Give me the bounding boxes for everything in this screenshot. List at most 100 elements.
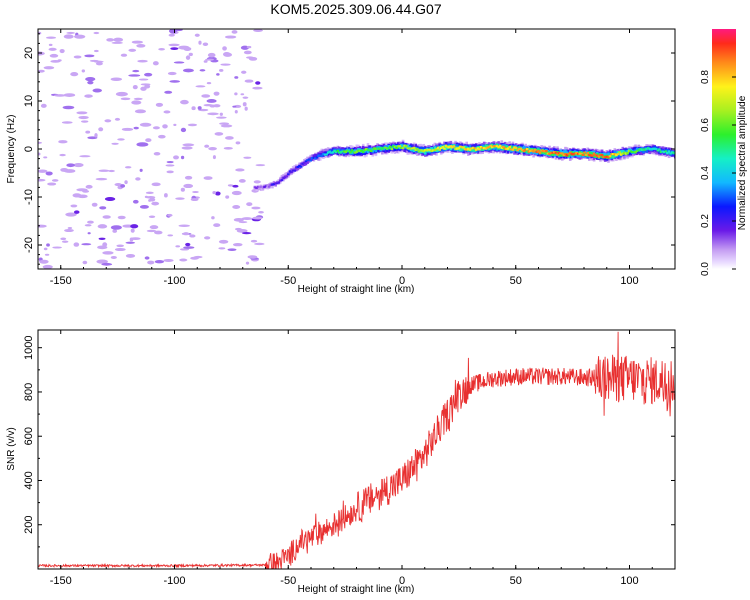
ridge-cell bbox=[419, 149, 422, 152]
ridge-cell bbox=[366, 148, 370, 154]
ridge-cell bbox=[436, 147, 440, 152]
ridge-cell bbox=[435, 145, 438, 151]
noise-speckle bbox=[154, 260, 165, 264]
ridge-cell bbox=[613, 153, 617, 156]
ridge-cell bbox=[349, 151, 352, 154]
spectrogram-y-label: Frequency (Hz) bbox=[6, 115, 17, 184]
ridge-cell bbox=[565, 154, 569, 157]
ridge-cell bbox=[541, 149, 545, 153]
ridge-cell bbox=[607, 152, 610, 158]
ridge-cell bbox=[522, 149, 526, 153]
noise-speckle bbox=[154, 230, 163, 235]
ridge-cell bbox=[662, 150, 666, 154]
snr-y-tick-label: 200 bbox=[23, 516, 35, 534]
colorbar-label: Normalized spectral amplitude bbox=[737, 95, 748, 230]
noise-speckle bbox=[170, 47, 179, 50]
ridge-cell bbox=[560, 152, 564, 155]
ridge-cell bbox=[419, 146, 422, 152]
noise-speckle bbox=[173, 123, 177, 126]
ridge-cell bbox=[545, 151, 548, 155]
noise-speckle bbox=[253, 180, 261, 184]
noise-speckle bbox=[208, 146, 217, 151]
ridge-cell bbox=[470, 148, 473, 152]
noise-speckle bbox=[132, 85, 138, 90]
noise-speckle bbox=[140, 86, 147, 91]
noise-speckle bbox=[87, 220, 94, 224]
ridge-cell bbox=[280, 179, 284, 182]
ridge-cell bbox=[312, 154, 316, 159]
ridge-cell bbox=[455, 147, 459, 150]
ridge-cell bbox=[639, 148, 642, 151]
ridge-cell bbox=[377, 147, 381, 153]
ridge-cell bbox=[670, 151, 674, 154]
ridge-cell bbox=[610, 153, 613, 156]
ridge-cell bbox=[279, 179, 282, 182]
ridge-cell bbox=[482, 147, 486, 150]
noise-speckle bbox=[93, 31, 100, 35]
noise-speckle bbox=[206, 82, 212, 85]
ridge-cell bbox=[431, 149, 435, 152]
noise-speckle bbox=[49, 53, 59, 58]
ridge-cell bbox=[664, 150, 668, 153]
ridge-cell bbox=[379, 146, 383, 149]
noise-speckle bbox=[63, 169, 76, 173]
ridge-cell bbox=[505, 145, 508, 149]
ridge-cell bbox=[388, 145, 392, 148]
colorbar-ticks: 0.0 0.2 0.4 0.6 0.8 bbox=[700, 70, 736, 276]
ridge-cell bbox=[449, 145, 453, 150]
noise-speckle bbox=[85, 130, 91, 134]
snr-y-tick-label: 800 bbox=[23, 383, 35, 401]
ridge-cell bbox=[495, 145, 499, 148]
ridge-cell bbox=[553, 151, 556, 154]
ridge-cell bbox=[338, 151, 341, 154]
ridge-cell bbox=[583, 151, 586, 154]
ridge-cell bbox=[666, 148, 669, 154]
noise-speckle bbox=[42, 264, 53, 269]
noise-speckle bbox=[85, 184, 93, 189]
ridge-cell bbox=[666, 151, 669, 155]
ridge-cell bbox=[538, 151, 542, 154]
ridge-cell bbox=[513, 146, 516, 149]
ridge-cell bbox=[315, 155, 319, 159]
ridge-cell bbox=[529, 149, 532, 152]
noise-speckle bbox=[220, 63, 231, 66]
ridge-cell bbox=[510, 145, 513, 150]
noise-speckle bbox=[207, 112, 219, 116]
noise-speckle bbox=[84, 224, 92, 227]
ridge-cell bbox=[490, 143, 494, 148]
ridge-cell bbox=[449, 145, 453, 148]
ridge-cell bbox=[627, 149, 631, 153]
noise-speckle bbox=[250, 239, 258, 243]
ridge-cell bbox=[626, 149, 629, 154]
ridge-cell bbox=[492, 145, 496, 148]
ridge-cell bbox=[634, 150, 637, 154]
ridge-cell bbox=[342, 151, 346, 155]
ridge-cell bbox=[258, 186, 262, 188]
ridge-cell bbox=[272, 183, 276, 186]
noise-speckle bbox=[204, 236, 211, 240]
noise-speckle bbox=[87, 232, 91, 235]
ridge-cell bbox=[285, 175, 289, 178]
snr-x-label: Height of straight line (km) bbox=[298, 584, 415, 595]
noise-speckle bbox=[182, 143, 195, 147]
ridge-cell bbox=[438, 148, 441, 151]
noise-region bbox=[38, 29, 266, 269]
ridge-cell bbox=[298, 164, 301, 168]
noise-speckle bbox=[131, 100, 142, 105]
noise-speckle bbox=[133, 126, 139, 130]
noise-speckle bbox=[234, 227, 242, 231]
ridge-cell bbox=[264, 185, 268, 188]
noise-speckle bbox=[147, 260, 155, 265]
ridge-cell bbox=[352, 151, 355, 154]
noise-speckle bbox=[79, 155, 91, 158]
ridge-cell bbox=[535, 150, 539, 153]
ridge-cell bbox=[256, 185, 260, 189]
ridge-cell bbox=[592, 152, 596, 155]
ridge-cell bbox=[393, 145, 397, 149]
noise-speckle bbox=[211, 216, 215, 220]
noise-speckle bbox=[51, 179, 59, 182]
noise-speckle bbox=[120, 97, 131, 101]
noise-speckle bbox=[220, 124, 233, 128]
ridge-cell bbox=[444, 144, 448, 147]
ridge-cell bbox=[481, 147, 484, 150]
